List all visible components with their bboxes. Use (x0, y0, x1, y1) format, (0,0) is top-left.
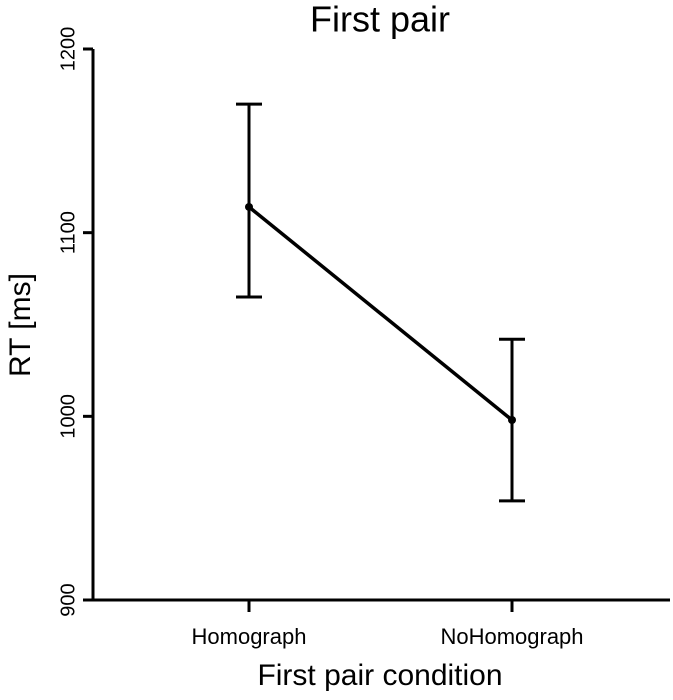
y-axis-label: RT [ms] (4, 273, 37, 377)
x-axis-label: First pair condition (257, 659, 502, 692)
y-tick-label: 900 (57, 583, 79, 616)
line (247, 205, 514, 422)
point (245, 202, 253, 211)
y-tick-label: 1100 (57, 211, 79, 254)
point (508, 416, 516, 425)
y-tick-label: 1200 (57, 27, 79, 72)
chart-title: First pair (310, 0, 450, 40)
y-tick-label: 1000 (57, 394, 79, 439)
x-tick-label: NoHomograph (440, 624, 583, 649)
x-tick-label: Homograph (192, 624, 307, 649)
